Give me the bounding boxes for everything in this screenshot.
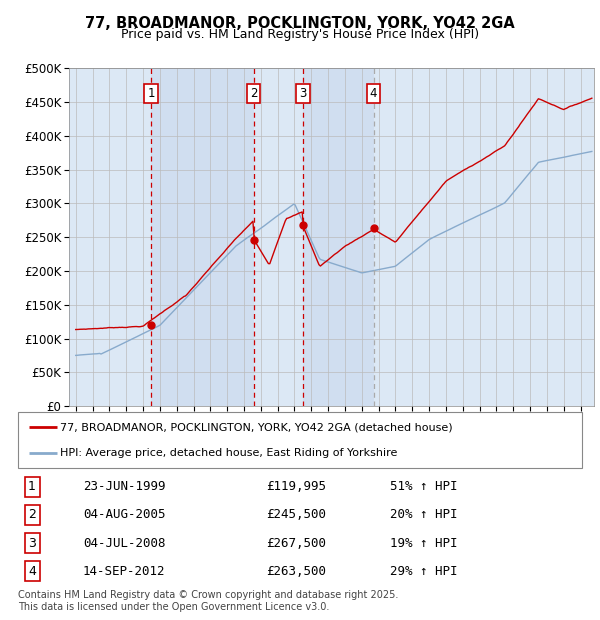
Text: 77, BROADMANOR, POCKLINGTON, YORK, YO42 2GA: 77, BROADMANOR, POCKLINGTON, YORK, YO42 …: [85, 16, 515, 30]
Text: £263,500: £263,500: [266, 565, 326, 578]
Text: 29% ↑ HPI: 29% ↑ HPI: [390, 565, 458, 578]
Text: 2: 2: [28, 508, 36, 521]
Text: 23-JUN-1999: 23-JUN-1999: [83, 480, 166, 493]
Bar: [151, 68, 254, 406]
Text: 51% ↑ HPI: 51% ↑ HPI: [390, 480, 458, 493]
Text: 1: 1: [28, 480, 36, 493]
Text: HPI: Average price, detached house, East Riding of Yorkshire: HPI: Average price, detached house, East…: [60, 448, 398, 458]
Text: 20% ↑ HPI: 20% ↑ HPI: [390, 508, 458, 521]
Text: 04-JUL-2008: 04-JUL-2008: [83, 536, 166, 549]
Text: £119,995: £119,995: [266, 480, 326, 493]
Text: 19% ↑ HPI: 19% ↑ HPI: [390, 536, 458, 549]
Text: 3: 3: [299, 87, 307, 100]
Text: Price paid vs. HM Land Registry's House Price Index (HPI): Price paid vs. HM Land Registry's House …: [121, 28, 479, 41]
Text: 04-AUG-2005: 04-AUG-2005: [83, 508, 166, 521]
Text: 3: 3: [28, 536, 36, 549]
Text: 4: 4: [28, 565, 36, 578]
Text: 14-SEP-2012: 14-SEP-2012: [83, 565, 166, 578]
Text: 1: 1: [147, 87, 155, 100]
Text: £245,500: £245,500: [266, 508, 326, 521]
Bar: [303, 68, 374, 406]
Text: 77, BROADMANOR, POCKLINGTON, YORK, YO42 2GA (detached house): 77, BROADMANOR, POCKLINGTON, YORK, YO42 …: [60, 422, 453, 432]
Text: Contains HM Land Registry data © Crown copyright and database right 2025.
This d: Contains HM Land Registry data © Crown c…: [18, 590, 398, 612]
FancyBboxPatch shape: [18, 412, 582, 468]
Text: 4: 4: [370, 87, 377, 100]
Text: 2: 2: [250, 87, 257, 100]
Text: £267,500: £267,500: [266, 536, 326, 549]
